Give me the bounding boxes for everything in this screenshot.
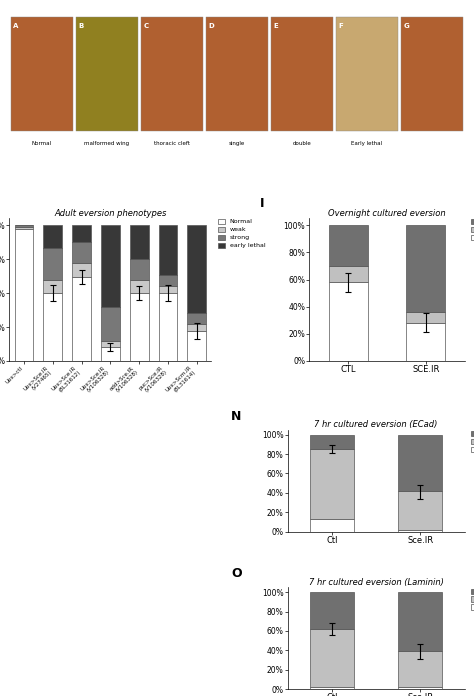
Bar — [43, 293, 62, 361]
Bar — [72, 242, 91, 263]
Text: M: M — [119, 576, 128, 585]
Text: I: I — [260, 197, 264, 210]
Text: single: single — [229, 141, 245, 146]
Text: K: K — [119, 452, 126, 461]
Text: A: A — [13, 23, 18, 29]
Text: L: L — [27, 576, 33, 585]
Bar — [329, 226, 367, 266]
Bar — [406, 312, 445, 323]
Bar — [130, 293, 148, 361]
Bar — [398, 592, 442, 651]
Bar — [398, 530, 442, 532]
Bar — [72, 263, 91, 277]
Text: malformed wing: malformed wing — [84, 141, 129, 146]
Legend: intact, disrupted, hole: intact, disrupted, hole — [471, 431, 474, 452]
Bar — [15, 229, 33, 361]
Text: B: B — [78, 23, 83, 29]
FancyBboxPatch shape — [206, 17, 268, 131]
Title: Adult eversion phenotypes: Adult eversion phenotypes — [54, 209, 166, 218]
Bar — [159, 286, 177, 293]
FancyBboxPatch shape — [76, 17, 138, 131]
Bar — [310, 592, 354, 629]
Bar — [43, 248, 62, 280]
FancyBboxPatch shape — [336, 17, 398, 131]
Bar — [72, 277, 91, 361]
Bar — [406, 323, 445, 361]
Bar — [187, 324, 206, 331]
Text: Early lethal: Early lethal — [351, 141, 383, 146]
Text: thoracic cleft: thoracic cleft — [154, 141, 190, 146]
FancyBboxPatch shape — [11, 17, 73, 131]
Text: D: D — [208, 23, 214, 29]
Text: C: C — [143, 23, 148, 29]
FancyBboxPatch shape — [401, 17, 463, 131]
Bar — [130, 259, 148, 280]
Bar — [398, 435, 442, 491]
Text: N: N — [231, 410, 241, 422]
Text: double: double — [292, 141, 311, 146]
Bar — [310, 629, 354, 687]
Legend: intact, disrupted, hole: intact, disrupted, hole — [471, 589, 474, 610]
Text: J: J — [27, 452, 31, 461]
Title: 7 hr cultured eversion (ECad): 7 hr cultured eversion (ECad) — [314, 420, 438, 429]
Text: intact: intact — [55, 432, 80, 441]
Bar — [329, 282, 367, 361]
Text: Normal: Normal — [32, 141, 52, 146]
Bar — [329, 266, 367, 282]
Bar — [101, 226, 120, 307]
Bar — [406, 226, 445, 312]
Text: E-Cad: E-Cad — [12, 496, 18, 516]
Bar — [310, 687, 354, 689]
Bar — [15, 226, 33, 227]
Legend: Normal, weak, strong, early lethal: Normal, weak, strong, early lethal — [219, 219, 265, 248]
Bar — [72, 226, 91, 242]
Title: Overnight cultured eversion: Overnight cultured eversion — [328, 209, 446, 218]
Bar — [15, 227, 33, 229]
Text: hole: hole — [151, 432, 169, 441]
FancyBboxPatch shape — [141, 17, 203, 131]
Bar — [187, 331, 206, 361]
Bar — [43, 226, 62, 248]
Bar — [398, 651, 442, 687]
Bar — [187, 313, 206, 324]
Bar — [187, 226, 206, 313]
Text: O: O — [231, 567, 242, 580]
Bar — [159, 276, 177, 286]
Bar — [101, 307, 120, 340]
Text: G: G — [403, 23, 409, 29]
Bar — [159, 226, 177, 276]
Bar — [130, 280, 148, 293]
Legend: uneverted, partial, everted: uneverted, partial, everted — [471, 219, 474, 240]
Bar — [398, 491, 442, 530]
Bar — [310, 519, 354, 532]
Text: E: E — [273, 23, 278, 29]
Bar — [398, 687, 442, 689]
Bar — [310, 449, 354, 519]
Text: F: F — [338, 23, 343, 29]
Bar — [159, 293, 177, 361]
Bar — [130, 226, 148, 259]
FancyBboxPatch shape — [271, 17, 333, 131]
Text: Laminin: Laminin — [12, 615, 18, 643]
Bar — [43, 280, 62, 293]
Bar — [310, 435, 354, 449]
Title: 7 hr cultured eversion (Laminin): 7 hr cultured eversion (Laminin) — [309, 578, 444, 587]
Bar — [101, 347, 120, 361]
Bar — [101, 340, 120, 347]
